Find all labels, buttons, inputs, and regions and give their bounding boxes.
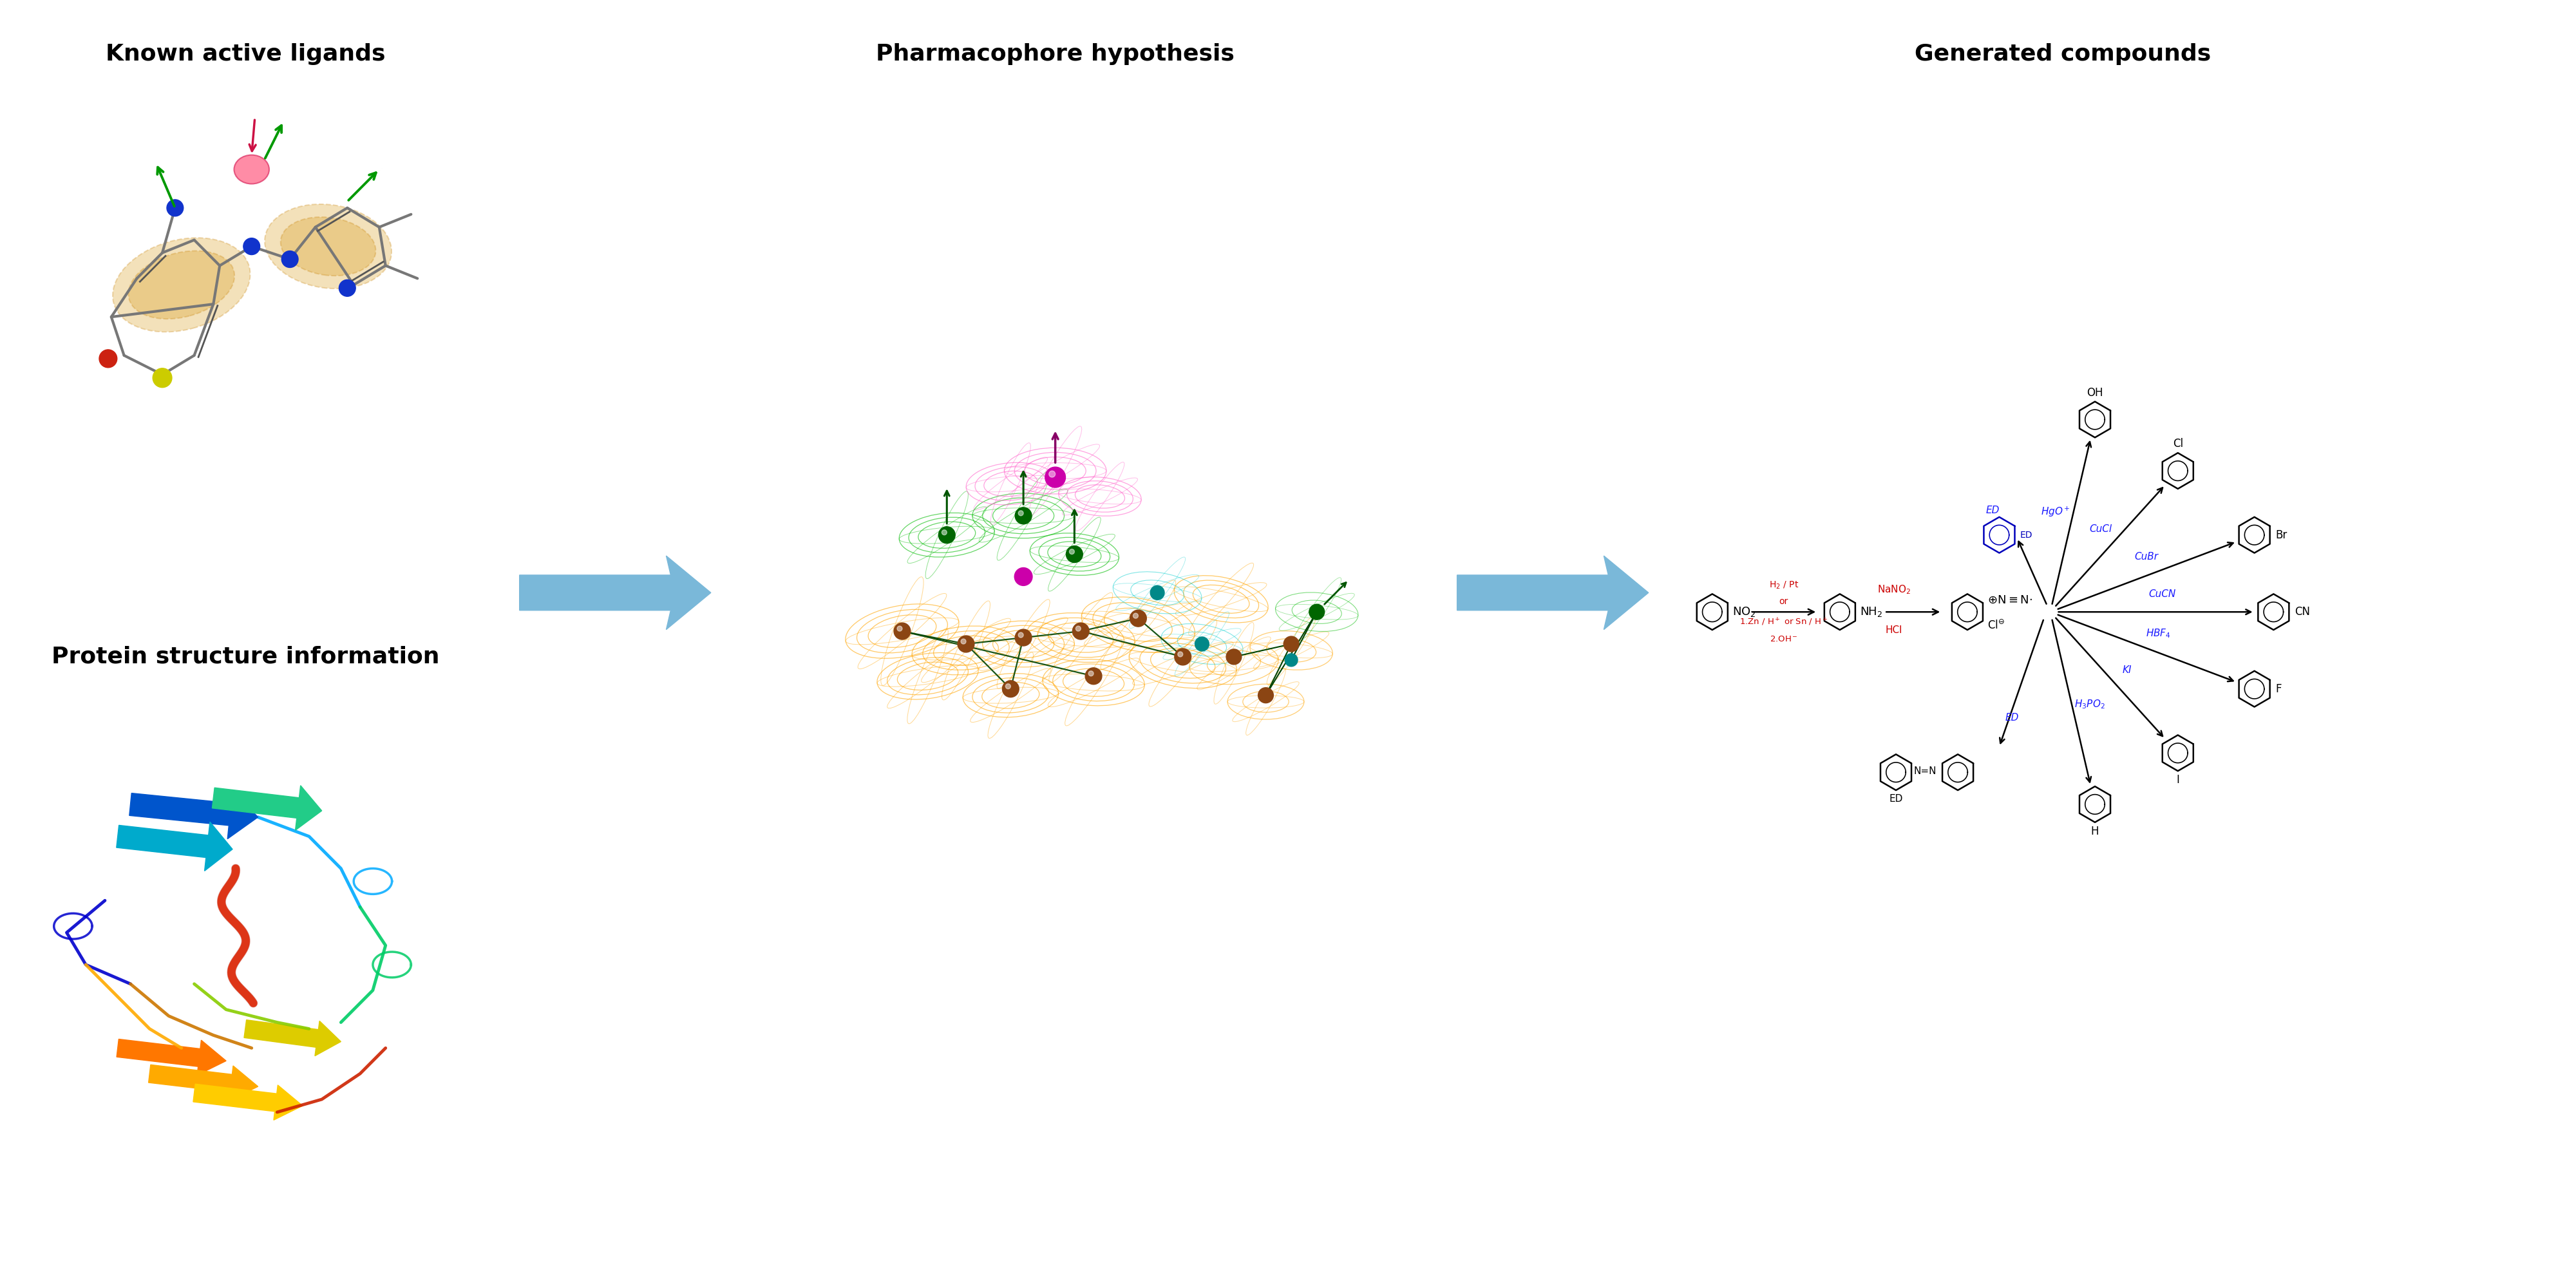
Text: HCl: HCl <box>1886 625 1904 635</box>
Text: ED: ED <box>1986 506 1999 515</box>
Ellipse shape <box>129 251 234 319</box>
Ellipse shape <box>113 238 250 332</box>
FancyArrow shape <box>116 1039 227 1075</box>
Text: CN: CN <box>2295 607 2311 618</box>
Text: Cl$^{\ominus}$: Cl$^{\ominus}$ <box>1986 620 2004 632</box>
Circle shape <box>1285 653 1298 666</box>
FancyArrow shape <box>193 1084 301 1121</box>
Text: NH$_2$: NH$_2$ <box>1860 605 1883 618</box>
Circle shape <box>958 636 974 652</box>
Text: 1.Zn / H$^+$ or Sn / H$^+$: 1.Zn / H$^+$ or Sn / H$^+$ <box>1739 617 1829 627</box>
Circle shape <box>1077 626 1082 631</box>
Circle shape <box>167 200 183 216</box>
Circle shape <box>1084 667 1103 684</box>
Circle shape <box>1005 684 1010 689</box>
Text: Pharmacophore hypothesis: Pharmacophore hypothesis <box>876 43 1234 64</box>
Circle shape <box>242 238 260 255</box>
Text: H: H <box>2092 826 2099 837</box>
Circle shape <box>281 251 299 268</box>
Circle shape <box>1072 623 1090 640</box>
Circle shape <box>1090 671 1095 676</box>
Text: NaNO$_2$: NaNO$_2$ <box>1878 583 1911 595</box>
Text: 2.OH$^-$: 2.OH$^-$ <box>1770 635 1798 643</box>
Text: ED: ED <box>2020 531 2032 540</box>
FancyArrow shape <box>520 556 711 630</box>
Circle shape <box>1195 638 1208 650</box>
Circle shape <box>1048 471 1056 478</box>
Circle shape <box>1046 468 1066 488</box>
Text: CuCN: CuCN <box>2148 589 2177 599</box>
Text: $\oplus$N$\equiv$N$\cdot$: $\oplus$N$\equiv$N$\cdot$ <box>1986 595 2032 607</box>
Circle shape <box>1309 604 1324 620</box>
Circle shape <box>1283 636 1298 652</box>
FancyArrow shape <box>149 1065 258 1101</box>
Text: H$_2$ / Pt: H$_2$ / Pt <box>1770 580 1798 590</box>
Circle shape <box>1226 649 1242 665</box>
Ellipse shape <box>234 155 268 184</box>
Circle shape <box>961 639 966 644</box>
Text: Protein structure information: Protein structure information <box>52 645 440 667</box>
Text: H$_3$PO$_2$: H$_3$PO$_2$ <box>2074 698 2105 710</box>
Ellipse shape <box>281 218 376 276</box>
Circle shape <box>1133 613 1139 618</box>
Circle shape <box>1002 680 1020 697</box>
Text: I: I <box>2177 774 2179 786</box>
Circle shape <box>100 349 116 367</box>
Circle shape <box>1018 632 1023 638</box>
FancyArrow shape <box>245 1020 340 1056</box>
Circle shape <box>152 368 173 388</box>
FancyArrow shape <box>1458 556 1649 630</box>
Circle shape <box>1151 586 1164 600</box>
Circle shape <box>1175 648 1190 665</box>
Circle shape <box>896 626 902 631</box>
Ellipse shape <box>265 205 392 289</box>
Circle shape <box>1015 507 1030 524</box>
Text: F: F <box>2275 683 2282 694</box>
FancyArrow shape <box>129 790 258 838</box>
Circle shape <box>894 623 909 640</box>
Text: ED: ED <box>1888 795 1904 804</box>
Text: CuBr: CuBr <box>2133 551 2159 562</box>
Text: Generated compounds: Generated compounds <box>1914 43 2210 64</box>
Circle shape <box>1069 549 1074 554</box>
Text: NO$_2$: NO$_2$ <box>1734 605 1757 618</box>
Text: KI: KI <box>2123 666 2133 675</box>
Circle shape <box>340 279 355 296</box>
Circle shape <box>1177 652 1182 657</box>
FancyArrow shape <box>116 822 232 871</box>
Circle shape <box>1066 546 1082 563</box>
Text: Br: Br <box>2275 529 2287 541</box>
Circle shape <box>1131 611 1146 627</box>
Circle shape <box>1257 688 1273 703</box>
Text: Known active ligands: Known active ligands <box>106 43 386 64</box>
Text: Cl: Cl <box>2172 438 2182 450</box>
Text: HBF$_4$: HBF$_4$ <box>2146 627 2172 640</box>
Circle shape <box>1015 568 1033 586</box>
Circle shape <box>1018 510 1023 515</box>
Circle shape <box>938 527 956 544</box>
Text: CuCl: CuCl <box>2089 524 2112 535</box>
Text: or: or <box>1780 598 1788 607</box>
Text: ED: ED <box>2004 714 2020 723</box>
FancyArrow shape <box>211 786 322 831</box>
Text: N=N: N=N <box>1914 766 1937 775</box>
Text: HgO$^+$: HgO$^+$ <box>2040 505 2069 518</box>
Text: OH: OH <box>2087 386 2102 398</box>
Circle shape <box>1015 630 1030 645</box>
Circle shape <box>943 529 948 535</box>
